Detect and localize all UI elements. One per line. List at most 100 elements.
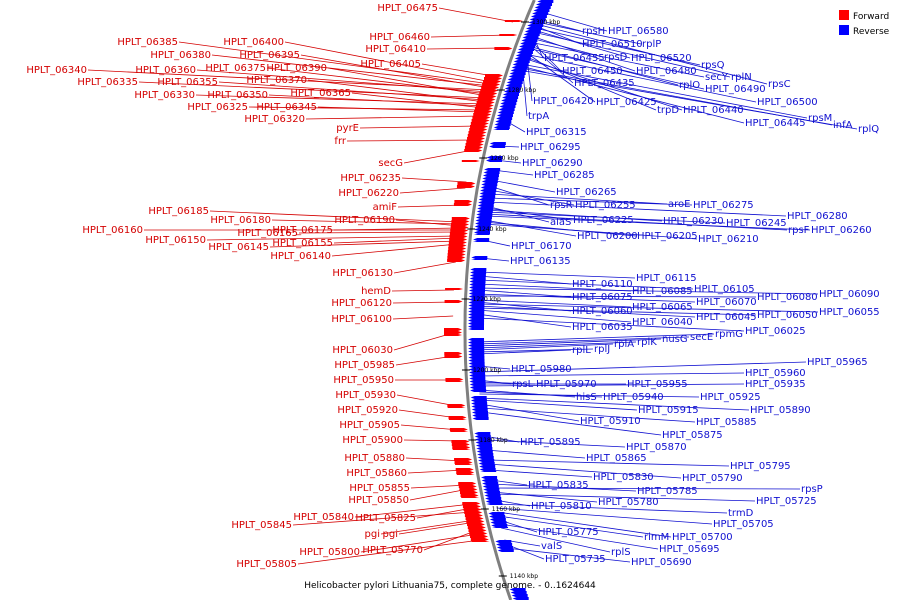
reverse-gene-label: HPLT_05955: [627, 379, 688, 390]
forward-leader-line: [395, 219, 460, 227]
forward-leader-line: [403, 439, 461, 442]
forward-gene-label: HPLT_06360: [135, 65, 196, 76]
forward-leader-line: [397, 204, 463, 208]
forward-leader-line: [400, 424, 460, 431]
forward-leader-line: [426, 47, 504, 50]
reverse-gene-label: HPLT_05775: [538, 527, 599, 538]
reverse-gene-arrow: [511, 594, 528, 597]
reverse-gene-arrow: [536, 3, 553, 6]
forward-gene-arrow: [458, 482, 477, 485]
reverse-gene-arrow: [498, 108, 515, 111]
leader-lines: [87, 7, 858, 565]
reverse-gene-arrow: [476, 213, 493, 216]
forward-gene-label: HPLT_06410: [365, 44, 426, 55]
forward-leader-line: [401, 177, 467, 183]
reverse-leader-line: [483, 223, 698, 240]
forward-gene-label: HPLT_05825: [355, 513, 416, 524]
legend: Forward Reverse: [839, 10, 890, 37]
reverse-gene-label: infA: [833, 120, 853, 131]
forward-gene-arrow: [499, 34, 518, 36]
reverse-gene-arrow: [492, 527, 509, 528]
reverse-gene-arrow: [468, 313, 485, 316]
forward-gene-arrow: [444, 300, 463, 303]
reverse-leader-line: [477, 317, 745, 332]
reverse-leader-line: [490, 179, 556, 193]
reverse-gene-arrow: [470, 396, 487, 399]
forward-gene-label: HPLT_06375: [205, 63, 266, 74]
reverse-gene-arrow: [469, 383, 486, 386]
forward-gene-label: HPLT_05985: [334, 360, 395, 371]
reverse-gene-arrow: [509, 72, 526, 75]
reverse-gene-label: HPLT_06090: [819, 289, 880, 300]
forward-gene-arrow: [447, 253, 466, 256]
reverse-leader-line: [520, 65, 745, 124]
reverse-gene-label: valS: [541, 541, 562, 552]
reverse-gene-label: HPLT_05795: [730, 461, 791, 472]
reverse-leader-line: [477, 343, 614, 351]
reverse-gene-arrow: [512, 597, 529, 600]
forward-leader-line: [297, 539, 481, 565]
tick-label: 1280 kbp: [508, 87, 536, 94]
forward-gene-arrow: [447, 259, 466, 262]
reverse-gene-label: HPLT_05875: [662, 430, 723, 441]
reverse-gene-arrow: [469, 374, 486, 377]
forward-leader-line: [398, 521, 476, 535]
forward-leader-line: [398, 409, 458, 419]
forward-gene-label: HPLT_05880: [344, 453, 405, 464]
reverse-leader-line: [477, 349, 572, 355]
reverse-gene-arrow: [468, 316, 485, 319]
forward-gene-arrow: [450, 229, 469, 232]
forward-gene-arrow: [456, 185, 475, 188]
reverse-leader-line: [493, 493, 756, 502]
reverse-gene-label: HPLT_05885: [696, 417, 757, 428]
reverse-gene-arrow: [501, 99, 518, 102]
reverse-gene-arrow: [483, 491, 500, 494]
reverse-leader-line: [478, 279, 694, 290]
forward-gene-arrow: [469, 532, 488, 535]
reverse-leader-line: [477, 301, 572, 312]
forward-gene-label: HPLT_06395: [239, 50, 300, 61]
reverse-gene-arrow: [483, 171, 500, 174]
reverse-gene-arrow: [468, 338, 485, 341]
reverse-gene-arrow: [497, 111, 514, 114]
forward-gene-label: HPLT_06390: [266, 63, 327, 74]
forward-gene-label: HPLT_06160: [82, 225, 143, 236]
reverse-gene-label: HPLT_06110: [572, 279, 633, 290]
reverse-gene-arrow: [493, 129, 510, 130]
reverse-gene-arrow: [488, 512, 505, 515]
reverse-gene-label: trmD: [728, 508, 754, 519]
reverse-gene-label: HPLT_06420: [533, 96, 594, 107]
reverse-gene-label: rpmG: [715, 329, 743, 340]
reverse-gene-arrow: [520, 42, 537, 45]
forward-gene-arrow: [484, 74, 503, 77]
forward-gene-arrow: [467, 134, 486, 137]
reverse-gene-label: HPLT_05830: [593, 472, 654, 483]
reverse-gene-arrow: [514, 57, 531, 60]
reverse-leader-line: [491, 483, 637, 492]
forward-leader-line: [380, 519, 476, 535]
reverse-leader-line: [479, 389, 576, 398]
reverse-gene-label: rpsM: [808, 113, 832, 124]
reverse-gene-arrow: [469, 371, 486, 374]
reverse-gene-arrow: [479, 465, 496, 468]
reverse-gene-label: HPLT_06210: [698, 234, 759, 245]
forward-gene-label: HPLT_06380: [150, 50, 211, 61]
reverse-gene-arrow: [506, 81, 523, 84]
reverse-gene-label: HPLT_05980: [511, 364, 572, 375]
reverse-leader-line: [493, 491, 598, 503]
forward-gene-arrow: [470, 125, 489, 128]
reverse-gene-label: HPLT_05700: [672, 532, 733, 543]
reverse-gene-arrow: [468, 307, 485, 310]
reverse-gene-label: HPLT_06280: [787, 211, 848, 222]
forward-gene-arrow: [466, 520, 485, 523]
forward-gene-arrow: [475, 104, 494, 107]
forward-leader-line: [409, 488, 469, 501]
reverse-gene-label: HPLT_06315: [526, 127, 587, 138]
reverse-gene-arrow: [504, 87, 521, 90]
reverse-gene-label: HPLT_06490: [705, 84, 766, 95]
reverse-gene-arrow: [469, 280, 486, 283]
reverse-leader-line: [485, 449, 586, 459]
tick-label: 1240 kbp: [478, 226, 506, 233]
reverse-gene-arrow: [475, 219, 492, 222]
